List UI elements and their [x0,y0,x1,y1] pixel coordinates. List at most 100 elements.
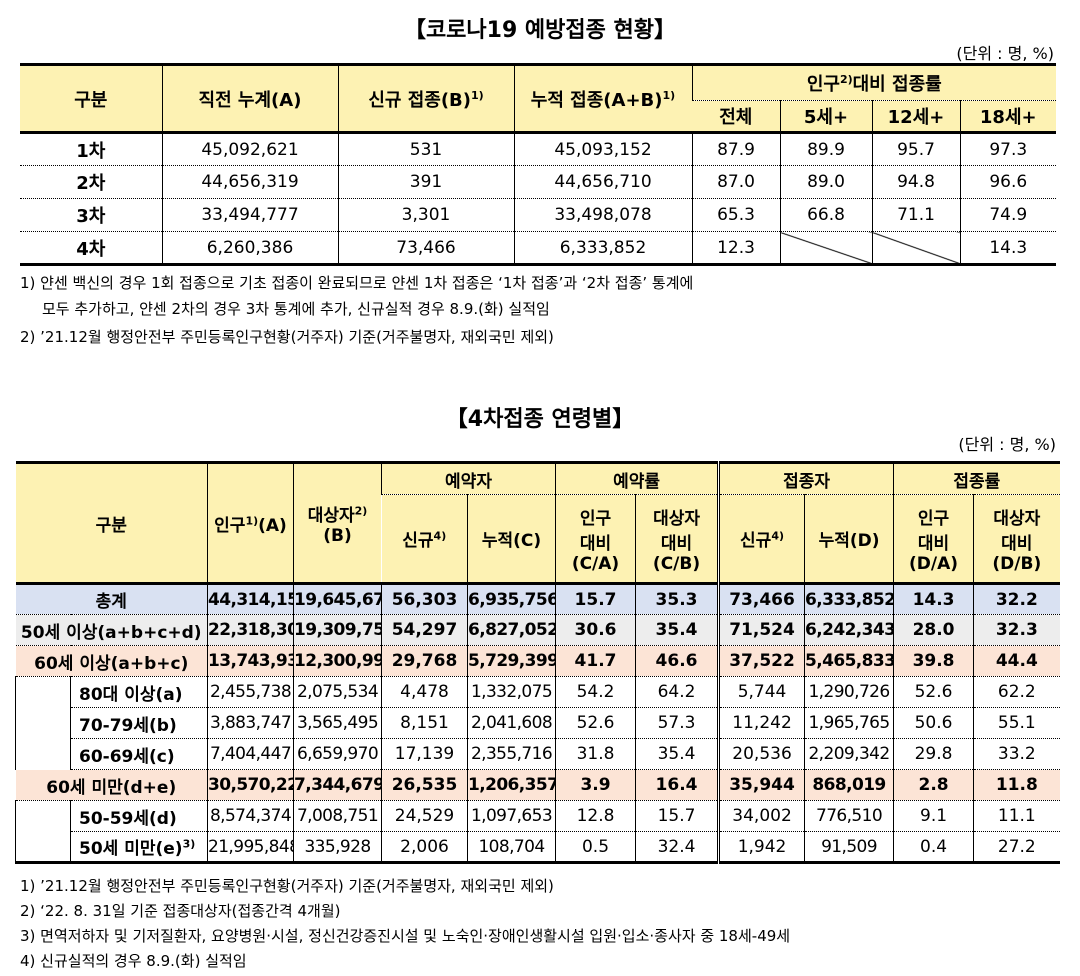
cell-pop: 21,995,848 [207,831,294,864]
table-row: 50-59세(d) 8,574,374 7,008,751 24,529 1,097,6… [15,800,1060,832]
row-label: 60세 미만(d+e) [15,769,208,801]
cell-vcum: 1,290,726 [804,676,894,708]
age-group-table: 구분 인구1)(A) 대상자2) (B) 예약자 예약률 접종자 접종률 신규4)… [15,461,1060,864]
row-label: 총계 [15,582,208,615]
cell-vnew: 5,744 [717,676,805,708]
col-population: 인구1)(A) [207,461,294,584]
cell-rcum: 5,729,399 [466,645,556,677]
cell-db: 27.2 [973,831,1060,864]
cell-vcum: 2,209,342 [804,738,894,770]
cell-db: 55.1 [973,707,1060,739]
cell-ca: 54.2 [555,676,636,708]
cell-rcum: 1,097,653 [466,800,556,832]
cell-vcum: 6,242,343 [804,614,894,646]
col-rate-group: 인구2)대비 접종률 [691,63,1057,101]
col-vaccinated-group: 접종자 [717,461,894,495]
indent-cell [15,676,71,708]
col-vac-cum: 누적(D) [804,494,894,584]
cell-ca: 0.5 [555,831,636,864]
cell-db: 11.1 [973,800,1060,832]
col-res-cum: 누적(C) [466,494,556,584]
cell-rnew: 8,151 [381,707,468,739]
cell-cb: 35.4 [635,738,719,770]
col-vac-rate-group: 접종률 [893,461,1060,495]
row-label: 50세 미만(e)3) [70,831,208,864]
row-label: 60-69세(c) [70,738,208,770]
cell-da: 50.6 [893,707,974,739]
cell-ca: 30.6 [555,614,636,646]
cell-rcum: 1,206,357 [466,769,556,801]
section1-unit: (단위 : 명, %) [956,44,1054,63]
cell-cb: 35.3 [635,582,719,615]
cell-db: 32.2 [973,582,1060,615]
cell-db: 33.2 [973,738,1060,770]
cell-target: 3,565,495 [293,707,382,739]
cell-vcum: 5,465,833 [804,645,894,677]
cell-da: 14.3 [893,582,974,615]
cell-pop: 44,314,154 [207,582,294,615]
table-row: 60세 미만(d+e)30,570,2227,344,67926,5351,20… [15,769,1060,801]
cell-db: 62.2 [973,676,1060,708]
cell-db: 11.8 [973,769,1060,801]
col-res-new: 신규4) [381,494,468,584]
cell-target: 19,645,678 [293,582,382,615]
cell-target: 12,300,999 [293,645,382,677]
cell-rcum: 2,355,716 [466,738,556,770]
cell-pop: 22,318,306 [207,614,294,646]
table-row: 3차 33,494,777 3,301 33,498,078 65.3 66.8… [20,198,1057,232]
row-label: 80대 이상(a) [70,676,208,708]
table-row: 50세 미만(e)3) 21,995,848 335,928 2,006 108,704… [15,831,1060,864]
cell-vcum: 1,965,765 [804,707,894,739]
table-row: 2차 44,656,319 391 44,656,710 87.0 89.0 9… [20,165,1057,199]
table-row: 총계44,314,15419,645,67856,3036,935,75615.… [15,582,1060,615]
col-db: 대상자 대비 (D/B) [973,494,1060,584]
cell-vnew: 37,522 [717,645,805,677]
cell-pop: 13,743,932 [207,645,294,677]
diagonal-empty-cell [779,231,872,266]
cell-vnew: 35,944 [717,769,805,801]
col-gubun: 구분 [15,461,208,584]
cell-rcum: 1,332,075 [466,676,556,708]
note-1: 1) 얀센 백신의 경우 1회 접종으로 기초 접종이 완료되므로 얀센 1차 … [20,274,694,292]
cell-da: 0.4 [893,831,974,864]
cell-rnew: 2,006 [381,831,468,864]
cell-da: 52.6 [893,676,974,708]
col-cb: 대상자 대비 (C/B) [635,494,719,584]
cell-target: 19,309,750 [293,614,382,646]
cell-target: 7,344,679 [293,769,382,801]
row-label: 50-59세(d) [70,800,208,832]
section2-title: 【4차접종 연령별】 [445,407,635,432]
section2-unit: (단위 : 명, %) [958,435,1056,454]
cell-rnew: 29,768 [381,645,468,677]
col-prev-total: 직전 누계(A) [161,63,338,133]
cell-rnew: 26,535 [381,769,468,801]
col-cumulative: 누적 접종(A+B)1) [513,63,692,133]
cell-da: 29.8 [893,738,974,770]
note-2: 2) ‘22. 8. 31일 기준 접종대상자(접종간격 4개월) [20,902,341,920]
cell-vnew: 34,002 [717,800,805,832]
col-age5: 5세+ [779,100,872,133]
cell-cb: 15.7 [635,800,719,832]
note-1-cont: 모두 추가하고, 얀센 2차의 경우 3차 통계에 추가, 신규실적 경우 8.… [42,300,550,318]
table-row: 70-79세(b) 3,883,747 3,565,495 8,151 2,041,60… [15,707,1060,739]
cell-rcum: 108,704 [466,831,556,864]
cell-rcum: 6,827,052 [466,614,556,646]
col-ca: 인구 대비 (C/A) [555,494,636,584]
table-row: 1차 45,092,621 531 45,093,152 87.9 89.9 9… [20,131,1057,166]
row-label: 60세 이상(a+b+c) [15,645,208,677]
cell-pop: 3,883,747 [207,707,294,739]
cell-da: 9.1 [893,800,974,832]
cell-db: 32.3 [973,614,1060,646]
col-age12: 12세+ [871,100,960,133]
row-label: 50세 이상(a+b+c+d) [15,614,208,646]
indent-cell [15,707,71,739]
col-new: 신규 접종(B)1) [337,63,514,133]
table-row: 50세 이상(a+b+c+d)22,318,30619,309,75054,29… [15,614,1060,646]
note-1: 1) ’21.12월 행정안전부 주민등록인구현황(거주자) 기준(거주불명자,… [20,877,554,895]
cell-ca: 15.7 [555,582,636,615]
cell-rnew: 54,297 [381,614,468,646]
cell-vnew: 73,466 [717,582,805,615]
indent-cell [15,800,71,832]
cell-rnew: 17,139 [381,738,468,770]
cell-rnew: 4,478 [381,676,468,708]
